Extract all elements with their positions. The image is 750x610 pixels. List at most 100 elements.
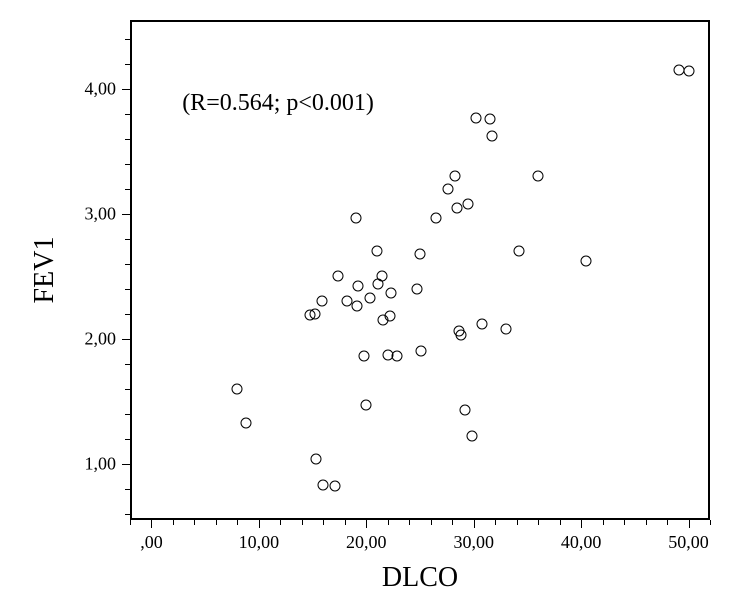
scatter-marker <box>477 318 488 329</box>
x-tick-minor <box>667 520 668 525</box>
x-tick-minor <box>302 520 303 525</box>
y-tick-label: 2,00 <box>85 328 117 349</box>
y-tick-minor <box>125 64 130 65</box>
x-tick-major <box>581 520 582 528</box>
scatter-marker <box>386 287 397 298</box>
y-tick-minor <box>125 489 130 490</box>
scatter-marker <box>581 256 592 267</box>
scatter-marker <box>455 330 466 341</box>
y-tick-minor <box>125 514 130 515</box>
scatter-marker <box>533 171 544 182</box>
correlation-annotation: (R=0.564; p<0.001) <box>182 90 374 117</box>
y-tick-major <box>122 89 130 90</box>
x-tick-major <box>366 520 367 528</box>
scatter-marker <box>416 346 427 357</box>
x-tick-minor <box>710 520 711 525</box>
x-tick-minor <box>409 520 410 525</box>
x-tick-minor <box>130 520 131 525</box>
scatter-marker <box>460 405 471 416</box>
scatter-marker <box>415 248 426 259</box>
y-tick-minor <box>125 364 130 365</box>
scatter-marker <box>384 311 395 322</box>
x-tick-minor <box>388 520 389 525</box>
scatter-marker <box>466 431 477 442</box>
y-tick-major <box>122 339 130 340</box>
scatter-marker <box>310 453 321 464</box>
y-tick-minor <box>125 239 130 240</box>
y-tick-minor <box>125 189 130 190</box>
x-tick-major <box>151 520 152 528</box>
scatter-marker <box>683 66 694 77</box>
x-tick-minor <box>624 520 625 525</box>
scatter-marker <box>317 296 328 307</box>
scatter-marker <box>470 112 481 123</box>
scatter-marker <box>372 246 383 257</box>
scatter-marker <box>361 400 372 411</box>
x-tick-minor <box>237 520 238 525</box>
x-tick-minor <box>452 520 453 525</box>
y-tick-minor <box>125 39 130 40</box>
x-tick-minor <box>216 520 217 525</box>
scatter-marker <box>351 301 362 312</box>
x-tick-minor <box>194 520 195 525</box>
x-tick-minor <box>538 520 539 525</box>
scatter-marker <box>364 292 375 303</box>
y-tick-minor <box>125 139 130 140</box>
y-tick-minor <box>125 164 130 165</box>
y-axis-title: FEV1 <box>29 237 61 304</box>
x-tick-label: 50,00 <box>668 532 709 553</box>
x-tick-label: ,00 <box>140 532 163 553</box>
x-tick-minor <box>431 520 432 525</box>
scatter-marker <box>330 481 341 492</box>
x-tick-minor <box>560 520 561 525</box>
x-tick-major <box>474 520 475 528</box>
scatter-marker <box>309 308 320 319</box>
x-tick-label: 20,00 <box>346 532 387 553</box>
x-tick-minor <box>173 520 174 525</box>
y-tick-minor <box>125 414 130 415</box>
scatter-marker <box>333 271 344 282</box>
x-tick-label: 40,00 <box>561 532 602 553</box>
y-tick-label: 1,00 <box>85 453 117 474</box>
y-tick-label: 3,00 <box>85 203 117 224</box>
y-tick-minor <box>125 264 130 265</box>
y-tick-minor <box>125 439 130 440</box>
scatter-figure: FEV1 DLCO ,00 10,00 20,00 30,00 40,00 50,00 1,… <box>0 0 750 610</box>
scatter-marker <box>484 113 495 124</box>
scatter-marker <box>352 281 363 292</box>
scatter-marker <box>241 417 252 428</box>
scatter-marker <box>513 246 524 257</box>
y-tick-label: 4,00 <box>85 78 117 99</box>
x-tick-label: 30,00 <box>453 532 494 553</box>
y-tick-minor <box>125 389 130 390</box>
scatter-marker <box>442 183 453 194</box>
scatter-marker <box>350 212 361 223</box>
scatter-marker <box>377 271 388 282</box>
scatter-marker <box>500 323 511 334</box>
scatter-marker <box>431 212 442 223</box>
x-tick-minor <box>323 520 324 525</box>
scatter-marker <box>411 283 422 294</box>
scatter-marker <box>463 198 474 209</box>
y-tick-minor <box>125 314 130 315</box>
y-tick-minor <box>125 114 130 115</box>
scatter-marker <box>232 383 243 394</box>
scatter-marker <box>318 480 329 491</box>
x-tick-minor <box>646 520 647 525</box>
x-tick-label: 10,00 <box>239 532 280 553</box>
y-tick-major <box>122 464 130 465</box>
scatter-marker <box>486 131 497 142</box>
scatter-marker <box>451 202 462 213</box>
x-tick-minor <box>345 520 346 525</box>
x-tick-minor <box>280 520 281 525</box>
x-tick-minor <box>603 520 604 525</box>
scatter-marker <box>450 171 461 182</box>
y-tick-minor <box>125 289 130 290</box>
scatter-marker <box>392 351 403 362</box>
x-tick-major <box>259 520 260 528</box>
scatter-marker <box>359 351 370 362</box>
x-tick-minor <box>517 520 518 525</box>
x-axis-title: DLCO <box>382 562 458 594</box>
x-tick-minor <box>495 520 496 525</box>
x-tick-major <box>689 520 690 528</box>
